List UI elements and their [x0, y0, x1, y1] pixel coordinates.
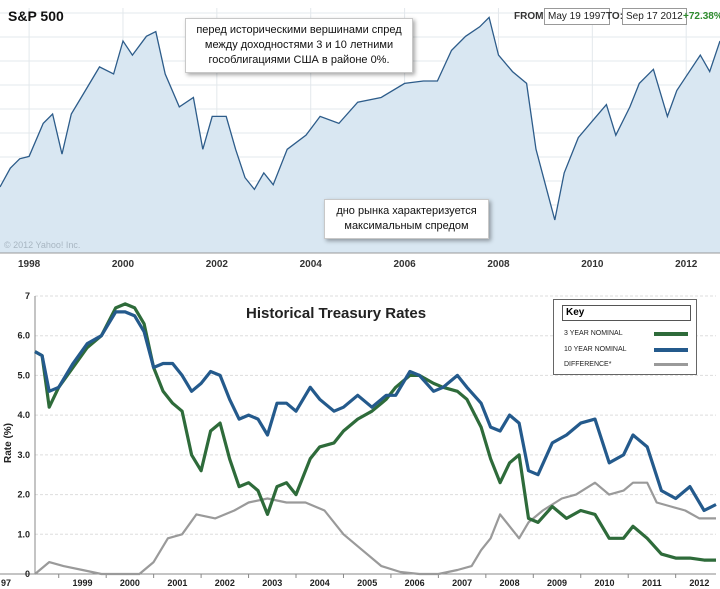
legend-box: Key 3 YEAR NOMINAL 10 YEAR NOMINAL DIFFE…: [553, 299, 697, 375]
treasury-ylabel: Rate (%): [3, 423, 14, 463]
to-date-field[interactable]: Sep 17 2012: [622, 8, 687, 25]
treasury-y-ticks: 0 1.0 2.0 3.0 4.0 5.0 6.0 7: [17, 291, 30, 579]
treasury-difference-line: [34, 481, 716, 576]
sp500-x-tick-label: 2006: [393, 259, 416, 270]
treasury-x-tick-label: 2000: [120, 578, 140, 588]
treasury-x-tick-label: 2010: [594, 578, 614, 588]
sp500-x-tick-label: 2012: [675, 259, 698, 270]
treasury-y-tick-label: 3.0: [17, 450, 30, 460]
treasury-x-tick-label: 2012: [689, 578, 709, 588]
sp500-chart: 1998 2000 2002 2004 2006 2008 2010 2012 © 2012 …: [0, 8, 720, 272]
treasury-title: Historical Treasury Rates: [240, 305, 433, 322]
sp500-xaxis-band: [0, 253, 720, 272]
treasury-x-tick-label: 2004: [310, 578, 330, 588]
legend-item-difference: DIFFERENCE*: [564, 361, 612, 368]
legend-swatch-10year: [654, 348, 688, 352]
sp500-line: [0, 16, 720, 221]
sp500-x-tick-label: 2002: [206, 259, 229, 270]
treasury-10-year-line: [34, 310, 717, 513]
change-percent: +72.38%: [683, 11, 720, 22]
treasury-x-tick-label: 1999: [72, 578, 92, 588]
sp500-x-tick-label: 2008: [487, 259, 510, 270]
sp500-area: [0, 17, 720, 254]
sp500-x-tick-label: 2000: [112, 259, 135, 270]
note-peak: перед историческими вершинами спред межд…: [185, 18, 413, 73]
treasury-y-tick-label: 1.0: [17, 529, 30, 539]
treasury-y-tick-label: 6.0: [17, 331, 30, 341]
treasury-x-tick-label: 2005: [357, 578, 377, 588]
treasury-y-tick-label: 5.0: [17, 370, 30, 380]
legend-swatch-difference: [654, 363, 688, 366]
legend-title: Key: [562, 305, 691, 321]
legend-swatch-3year: [654, 332, 688, 336]
from-label: FROM:: [514, 11, 547, 22]
sp500-x-tick-label: 2004: [300, 259, 323, 270]
treasury-x-tick-label: 2008: [500, 578, 520, 588]
treasury-x-tick-label: 97: [1, 578, 11, 588]
treasury-3-year-line: [34, 302, 716, 562]
treasury-y-tick-label: 0: [25, 569, 30, 579]
sp500-x-tick-label: 1998: [18, 259, 41, 270]
treasury-x-tick-label: 2009: [547, 578, 567, 588]
treasury-series: [34, 302, 717, 576]
treasury-y-tick-label: 4.0: [17, 410, 30, 420]
treasury-y-tick-label: 7: [25, 291, 30, 301]
sp500-title: S&P 500: [8, 8, 64, 24]
legend-item-3year: 3 YEAR NOMINAL: [564, 330, 623, 337]
treasury-x-tick-label: 2002: [215, 578, 235, 588]
sp500-copyright: © 2012 Yahoo! Inc.: [4, 240, 80, 250]
treasury-x-tick-label: 2006: [405, 578, 425, 588]
treasury-x-ticks: 97 1999 2000 2001 2002 2003 2004 2005 2006 2007 20…: [1, 574, 709, 588]
treasury-x-tick-label: 2001: [167, 578, 187, 588]
treasury-y-tick-label: 2.0: [17, 490, 30, 500]
legend-item-10year: 10 YEAR NOMINAL: [564, 346, 627, 353]
sp500-x-ticks: 1998 2000 2002 2004 2006 2008 2010 2012: [18, 259, 698, 270]
to-label: TO:: [606, 11, 624, 22]
treasury-x-tick-label: 2007: [452, 578, 472, 588]
from-date-field[interactable]: May 19 1997: [544, 8, 610, 25]
treasury-x-tick-label: 2011: [642, 578, 662, 588]
treasury-x-tick-label: 2003: [262, 578, 282, 588]
sp500-x-tick-label: 2010: [581, 259, 604, 270]
note-bottom: дно рынка характеризуется максимальным с…: [324, 199, 489, 239]
